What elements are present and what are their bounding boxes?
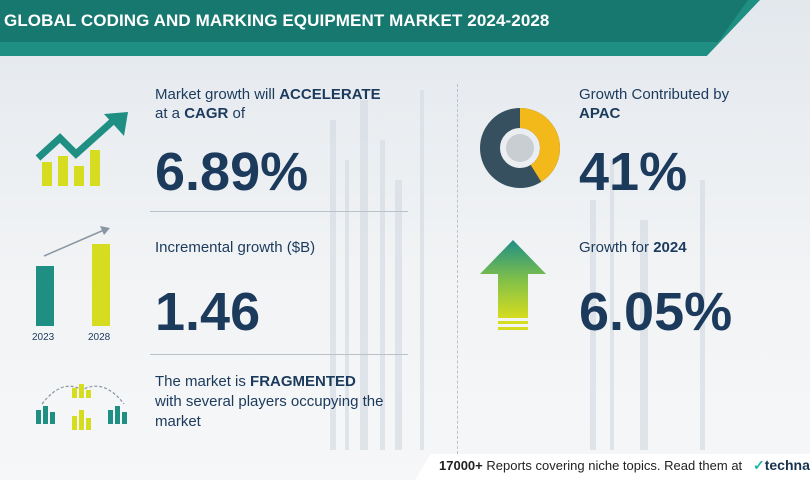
donut-hole: [506, 134, 534, 162]
logo-mark-icon: ✓: [753, 457, 765, 473]
section-divider-2: [150, 354, 408, 355]
column-divider: [457, 84, 458, 464]
incremental-label: Incremental growth ($B): [155, 239, 316, 256]
cagr-label: Market growth will ACCELERATE at a CAGR …: [155, 86, 381, 122]
donut-chart-icon: [480, 108, 560, 188]
market-label: The market is FRAGMENTED with several pl…: [155, 373, 384, 430]
growth-year-value: 6.05%: [579, 282, 733, 342]
up-arrow-icon: [480, 240, 546, 330]
footer-bar: [415, 454, 810, 480]
growth-chart-icon: [35, 112, 128, 186]
bar-comparison-icon: 2023 2028: [32, 226, 111, 343]
year-end-label: 2028: [88, 332, 111, 343]
cagr-value: 6.89%: [155, 142, 309, 202]
header-banner-strip: [0, 0, 748, 42]
growth-year-label: Growth for 2024: [579, 239, 687, 256]
apac-value: 41%: [579, 142, 688, 202]
technavio-logo[interactable]: ✓technav: [753, 457, 810, 473]
donut-apac-share: [480, 108, 560, 188]
apac-label: Growth Contributed by APAC: [579, 86, 730, 122]
fragmented-market-icon: [36, 384, 127, 430]
page-title: GLOBAL CODING AND MARKING EQUIPMENT MARK…: [4, 11, 550, 30]
footer-text: 17000+ Reports covering niche topics. Re…: [439, 458, 743, 473]
section-divider-1: [150, 211, 408, 212]
year-start-label: 2023: [32, 332, 55, 343]
incremental-value: 1.46: [155, 282, 261, 342]
